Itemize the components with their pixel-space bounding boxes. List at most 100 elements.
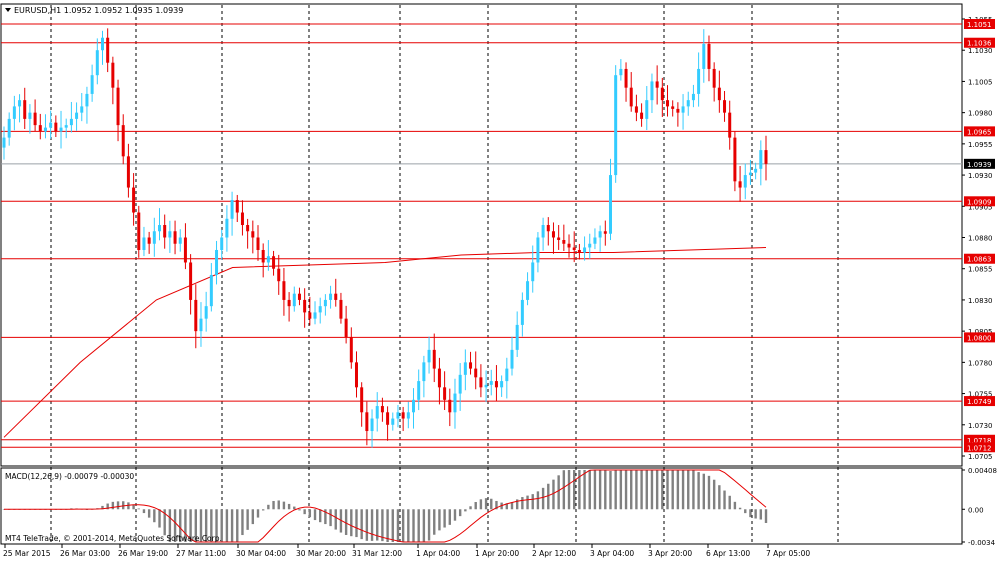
macd-bar xyxy=(453,509,457,521)
candle-body xyxy=(246,225,250,232)
macd-bar xyxy=(666,470,669,510)
candle-body xyxy=(256,237,260,250)
macd-bar xyxy=(267,504,270,510)
macd-bar xyxy=(630,470,633,510)
level-price-box-3 xyxy=(964,196,995,207)
macd-bar xyxy=(536,491,540,510)
candle-body xyxy=(583,247,587,253)
candle-body xyxy=(323,299,327,307)
candle-body xyxy=(100,37,104,51)
macd-bar xyxy=(386,509,389,542)
macd-bar xyxy=(614,470,617,510)
time-axis: 25 Mar 2015 26 Mar 03:00 26 Mar 19:00 27 Ma… xyxy=(3,544,810,558)
candle-body xyxy=(453,393,457,413)
main-panel-frame xyxy=(0,3,963,467)
macd-bar xyxy=(490,498,493,510)
candle-body xyxy=(603,231,607,234)
level-price-box-1 xyxy=(964,37,995,48)
candle-body xyxy=(479,377,483,388)
candle-body xyxy=(313,312,317,319)
macd-bar xyxy=(122,501,125,510)
candle-body xyxy=(354,362,358,388)
candle-body xyxy=(75,112,79,119)
dropdown-triangle-icon[interactable] xyxy=(5,8,11,12)
candle-body xyxy=(520,299,524,325)
time-tick-label-11: 3 Apr 20:00 xyxy=(648,549,692,558)
macd-bar xyxy=(764,509,768,523)
macd-bar xyxy=(438,509,441,531)
macd-tick-label-1: 0.00 xyxy=(968,506,984,514)
macd-bar xyxy=(645,470,648,510)
macd-bar xyxy=(396,509,400,542)
candle-body xyxy=(712,68,716,88)
candle-body xyxy=(142,237,146,250)
candle-body xyxy=(557,237,561,240)
macd-bar xyxy=(360,509,363,540)
macd-bar xyxy=(609,470,612,510)
macd-bar xyxy=(246,509,249,530)
macd-bar xyxy=(469,506,472,510)
macd-bar xyxy=(661,470,664,510)
macd-bar xyxy=(712,479,716,510)
candle-body xyxy=(660,87,664,101)
candle-body xyxy=(733,137,737,182)
level-price-label-1: 1.1036 xyxy=(967,40,992,48)
candle-body xyxy=(64,125,68,128)
candle-body xyxy=(339,299,343,319)
macd-bar xyxy=(484,498,488,510)
candle-body xyxy=(427,349,431,363)
time-tick-label-9: 2 Apr 12:00 xyxy=(532,549,576,558)
level-price-box-8 xyxy=(964,442,995,453)
level-price-label-7: 1.0718 xyxy=(967,437,992,445)
macd-bar xyxy=(319,509,322,523)
candle-body xyxy=(344,318,348,338)
macd-bar xyxy=(324,509,327,525)
candle-body xyxy=(655,81,659,88)
macd-bar xyxy=(733,501,737,510)
candle-body xyxy=(738,181,742,188)
macd-bar xyxy=(562,470,566,510)
candle-body xyxy=(43,127,47,132)
macd-bar xyxy=(598,470,602,510)
macd-bar xyxy=(282,501,286,510)
macd-bar xyxy=(215,509,218,542)
candle-body xyxy=(209,274,213,307)
level-price-label-8: 1.0712 xyxy=(967,444,992,452)
macd-bar xyxy=(329,509,332,527)
candle-body xyxy=(577,249,581,253)
candle-body xyxy=(567,243,571,248)
candle-body xyxy=(515,324,519,350)
candle-body xyxy=(168,231,172,238)
candle-body xyxy=(240,212,244,226)
macd-bar xyxy=(303,509,306,515)
candle-body xyxy=(2,137,6,148)
price-tick-label-3: 1.0980 xyxy=(968,110,993,118)
candle-body xyxy=(23,100,27,119)
time-tick-label-5: 30 Mar 20:00 xyxy=(296,549,346,558)
candle-body xyxy=(282,281,286,300)
macd-bar xyxy=(401,509,405,542)
macd-bar xyxy=(391,509,394,542)
price-tick-label-11: 1.0780 xyxy=(968,359,993,367)
candle-body xyxy=(121,125,125,157)
macd-bar xyxy=(142,509,146,514)
level-price-box-7 xyxy=(964,434,995,445)
candle-body xyxy=(598,231,602,238)
candle-body xyxy=(458,374,462,394)
price-tick-label-4: 1.0955 xyxy=(968,141,993,149)
macd-bar xyxy=(308,509,312,518)
price-tick-label-1: 1.1030 xyxy=(968,47,993,55)
macd-bar xyxy=(655,470,659,510)
macd-bar xyxy=(495,500,498,510)
candle-body xyxy=(318,306,322,313)
price-tick-label-2: 1.1005 xyxy=(968,78,993,86)
candle-body xyxy=(49,122,53,128)
macd-bar xyxy=(417,509,420,542)
candle-body xyxy=(266,256,270,263)
macd-bar xyxy=(355,509,358,538)
candle-body xyxy=(59,127,63,132)
candle-body xyxy=(572,247,576,250)
macd-bar xyxy=(365,509,369,541)
macd-bar xyxy=(111,501,115,510)
